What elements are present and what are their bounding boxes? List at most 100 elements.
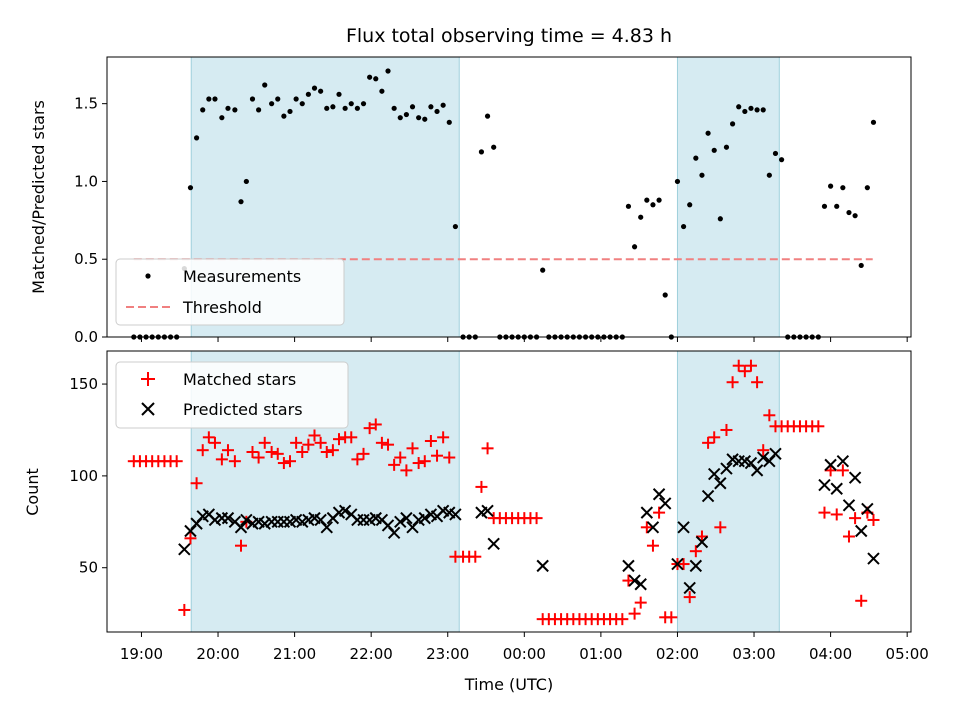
- x-tick-label: 20:00: [196, 645, 239, 663]
- measurement-point: [193, 135, 200, 141]
- predicted-star-point: [714, 477, 727, 490]
- matched-star-point: [640, 521, 653, 534]
- matched-star-point: [320, 446, 333, 459]
- predicted-star-stroke-b: [701, 489, 715, 503]
- predicted-star-point: [671, 557, 684, 571]
- matched-star-point: [726, 376, 739, 389]
- x-axis-label: Time (UTC): [464, 675, 553, 694]
- matched-star-point: [208, 436, 221, 449]
- chart-title: Flux total observing time = 4.83 h: [346, 25, 672, 47]
- measurement-point: [650, 202, 656, 208]
- matched-star-point: [178, 603, 191, 616]
- measurement-point: [360, 101, 367, 107]
- matched-star-point: [812, 420, 825, 433]
- predicted-star-stroke-b: [848, 471, 862, 484]
- measurement-point: [409, 104, 416, 110]
- measurement-point: [478, 149, 485, 155]
- matched-star-point: [190, 477, 203, 490]
- matched-star-point: [406, 442, 419, 455]
- measurement-point: [729, 121, 736, 127]
- measurement-point: [748, 105, 754, 111]
- matched-star-point: [634, 596, 647, 609]
- measurement-point: [342, 105, 348, 111]
- predicted-star-stroke-b: [314, 513, 327, 527]
- predicted-star-stroke-b: [436, 504, 450, 517]
- predicted-star-point: [240, 513, 253, 527]
- predicted-star-stroke-b: [640, 506, 654, 519]
- predicted-star-point: [646, 521, 660, 534]
- predicted-star-point: [824, 458, 837, 472]
- predicted-star-stroke-b: [387, 526, 401, 540]
- predicted-star-stroke-b: [708, 467, 721, 481]
- predicted-star-stroke-b: [720, 462, 733, 475]
- predicted-star-point: [695, 535, 709, 549]
- measurement-point: [219, 115, 225, 121]
- measurement-point: [852, 213, 858, 219]
- matched-star-point: [849, 512, 862, 525]
- matched-star-point: [695, 530, 708, 543]
- measurement-point: [772, 150, 779, 157]
- matched-star-point: [732, 359, 745, 372]
- predicted-star-stroke-b: [240, 513, 253, 527]
- y-tick-label: 1.0: [74, 172, 98, 190]
- measurement-point: [336, 91, 342, 97]
- predicted-star-stroke-b: [320, 521, 333, 534]
- predicted-star-stroke-b: [683, 581, 696, 595]
- measurement-point: [200, 107, 206, 113]
- matched-star-point: [424, 434, 437, 447]
- ratio-y-axis-label: Matched/Predicted stars: [29, 100, 48, 294]
- matched-star-point: [418, 455, 431, 468]
- measurement-point: [644, 197, 650, 203]
- predicted-star-point: [848, 471, 862, 484]
- predicted-star-point: [338, 504, 352, 517]
- measurement-point: [385, 68, 391, 74]
- ratio-panel: 0.0 0.5 1.0 1.5 Flux total observing time =…: [29, 25, 912, 346]
- matched-star-point: [375, 436, 388, 449]
- x-tick-label: 03:00: [732, 645, 775, 663]
- measurement-point: [397, 115, 403, 121]
- predicted-star-point: [842, 499, 856, 512]
- predicted-star-stroke-b: [818, 478, 831, 492]
- measurement-point: [212, 96, 218, 102]
- predicted-star-stroke-b: [738, 454, 752, 468]
- matched-stars-points: [127, 359, 880, 626]
- measurement-point: [243, 178, 249, 185]
- measurement-point: [311, 85, 318, 91]
- predicted-star-point: [701, 489, 715, 503]
- matched-star-point: [235, 539, 247, 552]
- matched-star-point: [271, 447, 284, 460]
- predicted-star-stroke-b: [424, 508, 438, 521]
- matched-star-point: [363, 422, 376, 435]
- predicted-star-stroke-b: [369, 511, 382, 525]
- measurement-point: [711, 147, 717, 153]
- predicted-star-stroke-b: [750, 464, 764, 477]
- ratio-x-ticks: [140, 337, 908, 342]
- matched-star-point: [221, 444, 234, 457]
- x-tick-label: 01:00: [579, 645, 622, 663]
- legend-predicted-marker: [141, 402, 155, 416]
- matched-star-point: [215, 453, 228, 466]
- matched-star-point: [818, 506, 831, 519]
- y-tick-label: 150: [69, 375, 98, 393]
- predicted-star-stroke-b: [695, 535, 709, 549]
- y-tick-label: 100: [69, 467, 98, 485]
- predicted-star-stroke-b: [634, 578, 647, 591]
- matched-star-point: [345, 431, 358, 444]
- predicted-star-stroke-b: [769, 447, 782, 461]
- predicted-stars-points: [178, 447, 880, 595]
- predicted-star-stroke-b: [658, 497, 672, 510]
- measurement-point: [422, 116, 428, 122]
- measurement-point: [491, 144, 497, 150]
- matched-star-point: [170, 455, 183, 468]
- matched-star-point: [443, 451, 456, 464]
- measurement-point: [766, 172, 772, 178]
- measurement-point: [687, 202, 693, 208]
- matched-star-point: [475, 480, 488, 493]
- legend-matched-marker: [141, 372, 155, 386]
- count-legend: Matched stars Predicted stars: [115, 361, 349, 429]
- measurement-point: [656, 197, 662, 203]
- predicted-star-stroke-b: [677, 521, 690, 534]
- measurement-point: [699, 172, 705, 178]
- measurement-point: [256, 107, 262, 113]
